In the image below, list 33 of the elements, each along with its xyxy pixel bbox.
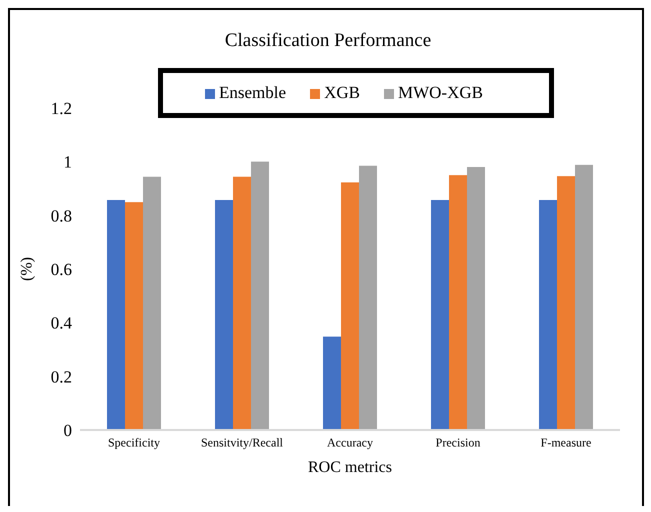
bar <box>251 162 269 430</box>
bar <box>233 176 251 430</box>
x-tick-label: Sensitvity/Recall <box>201 436 284 450</box>
bar <box>107 200 125 430</box>
y-tick-label: 0.6 <box>50 260 72 280</box>
y-tick-label: 1 <box>64 152 72 172</box>
y-tick-label: 1.2 <box>50 99 72 118</box>
bar <box>557 176 575 430</box>
bar <box>341 182 359 430</box>
x-tick-label: Accuracy <box>327 436 373 450</box>
y-tick-label: 0.4 <box>50 314 72 333</box>
bar <box>539 200 557 430</box>
bar <box>143 176 161 430</box>
chart-title: Classification Performance <box>224 30 432 52</box>
bar <box>431 200 449 430</box>
bar <box>575 164 593 430</box>
y-tick-label: 0.2 <box>50 367 72 386</box>
x-tick-label: F-measure <box>540 436 592 450</box>
bar <box>323 336 341 430</box>
x-axis-title: ROC metrics <box>308 459 392 476</box>
bar <box>359 166 377 430</box>
legend-label: MWO-XGB <box>398 83 483 102</box>
x-tick-label: Precision <box>436 436 480 450</box>
y-axis-title: (%) <box>18 257 36 281</box>
bar <box>215 200 233 430</box>
legend-label: Ensemble <box>219 83 286 102</box>
bar <box>125 202 143 430</box>
x-tick-label: Specificity <box>108 436 160 450</box>
legend-label: XGB <box>324 83 360 102</box>
bar <box>467 167 485 430</box>
y-tick-label: 0 <box>64 421 72 440</box>
bar <box>449 175 467 430</box>
y-tick-label: 0.8 <box>50 206 72 226</box>
